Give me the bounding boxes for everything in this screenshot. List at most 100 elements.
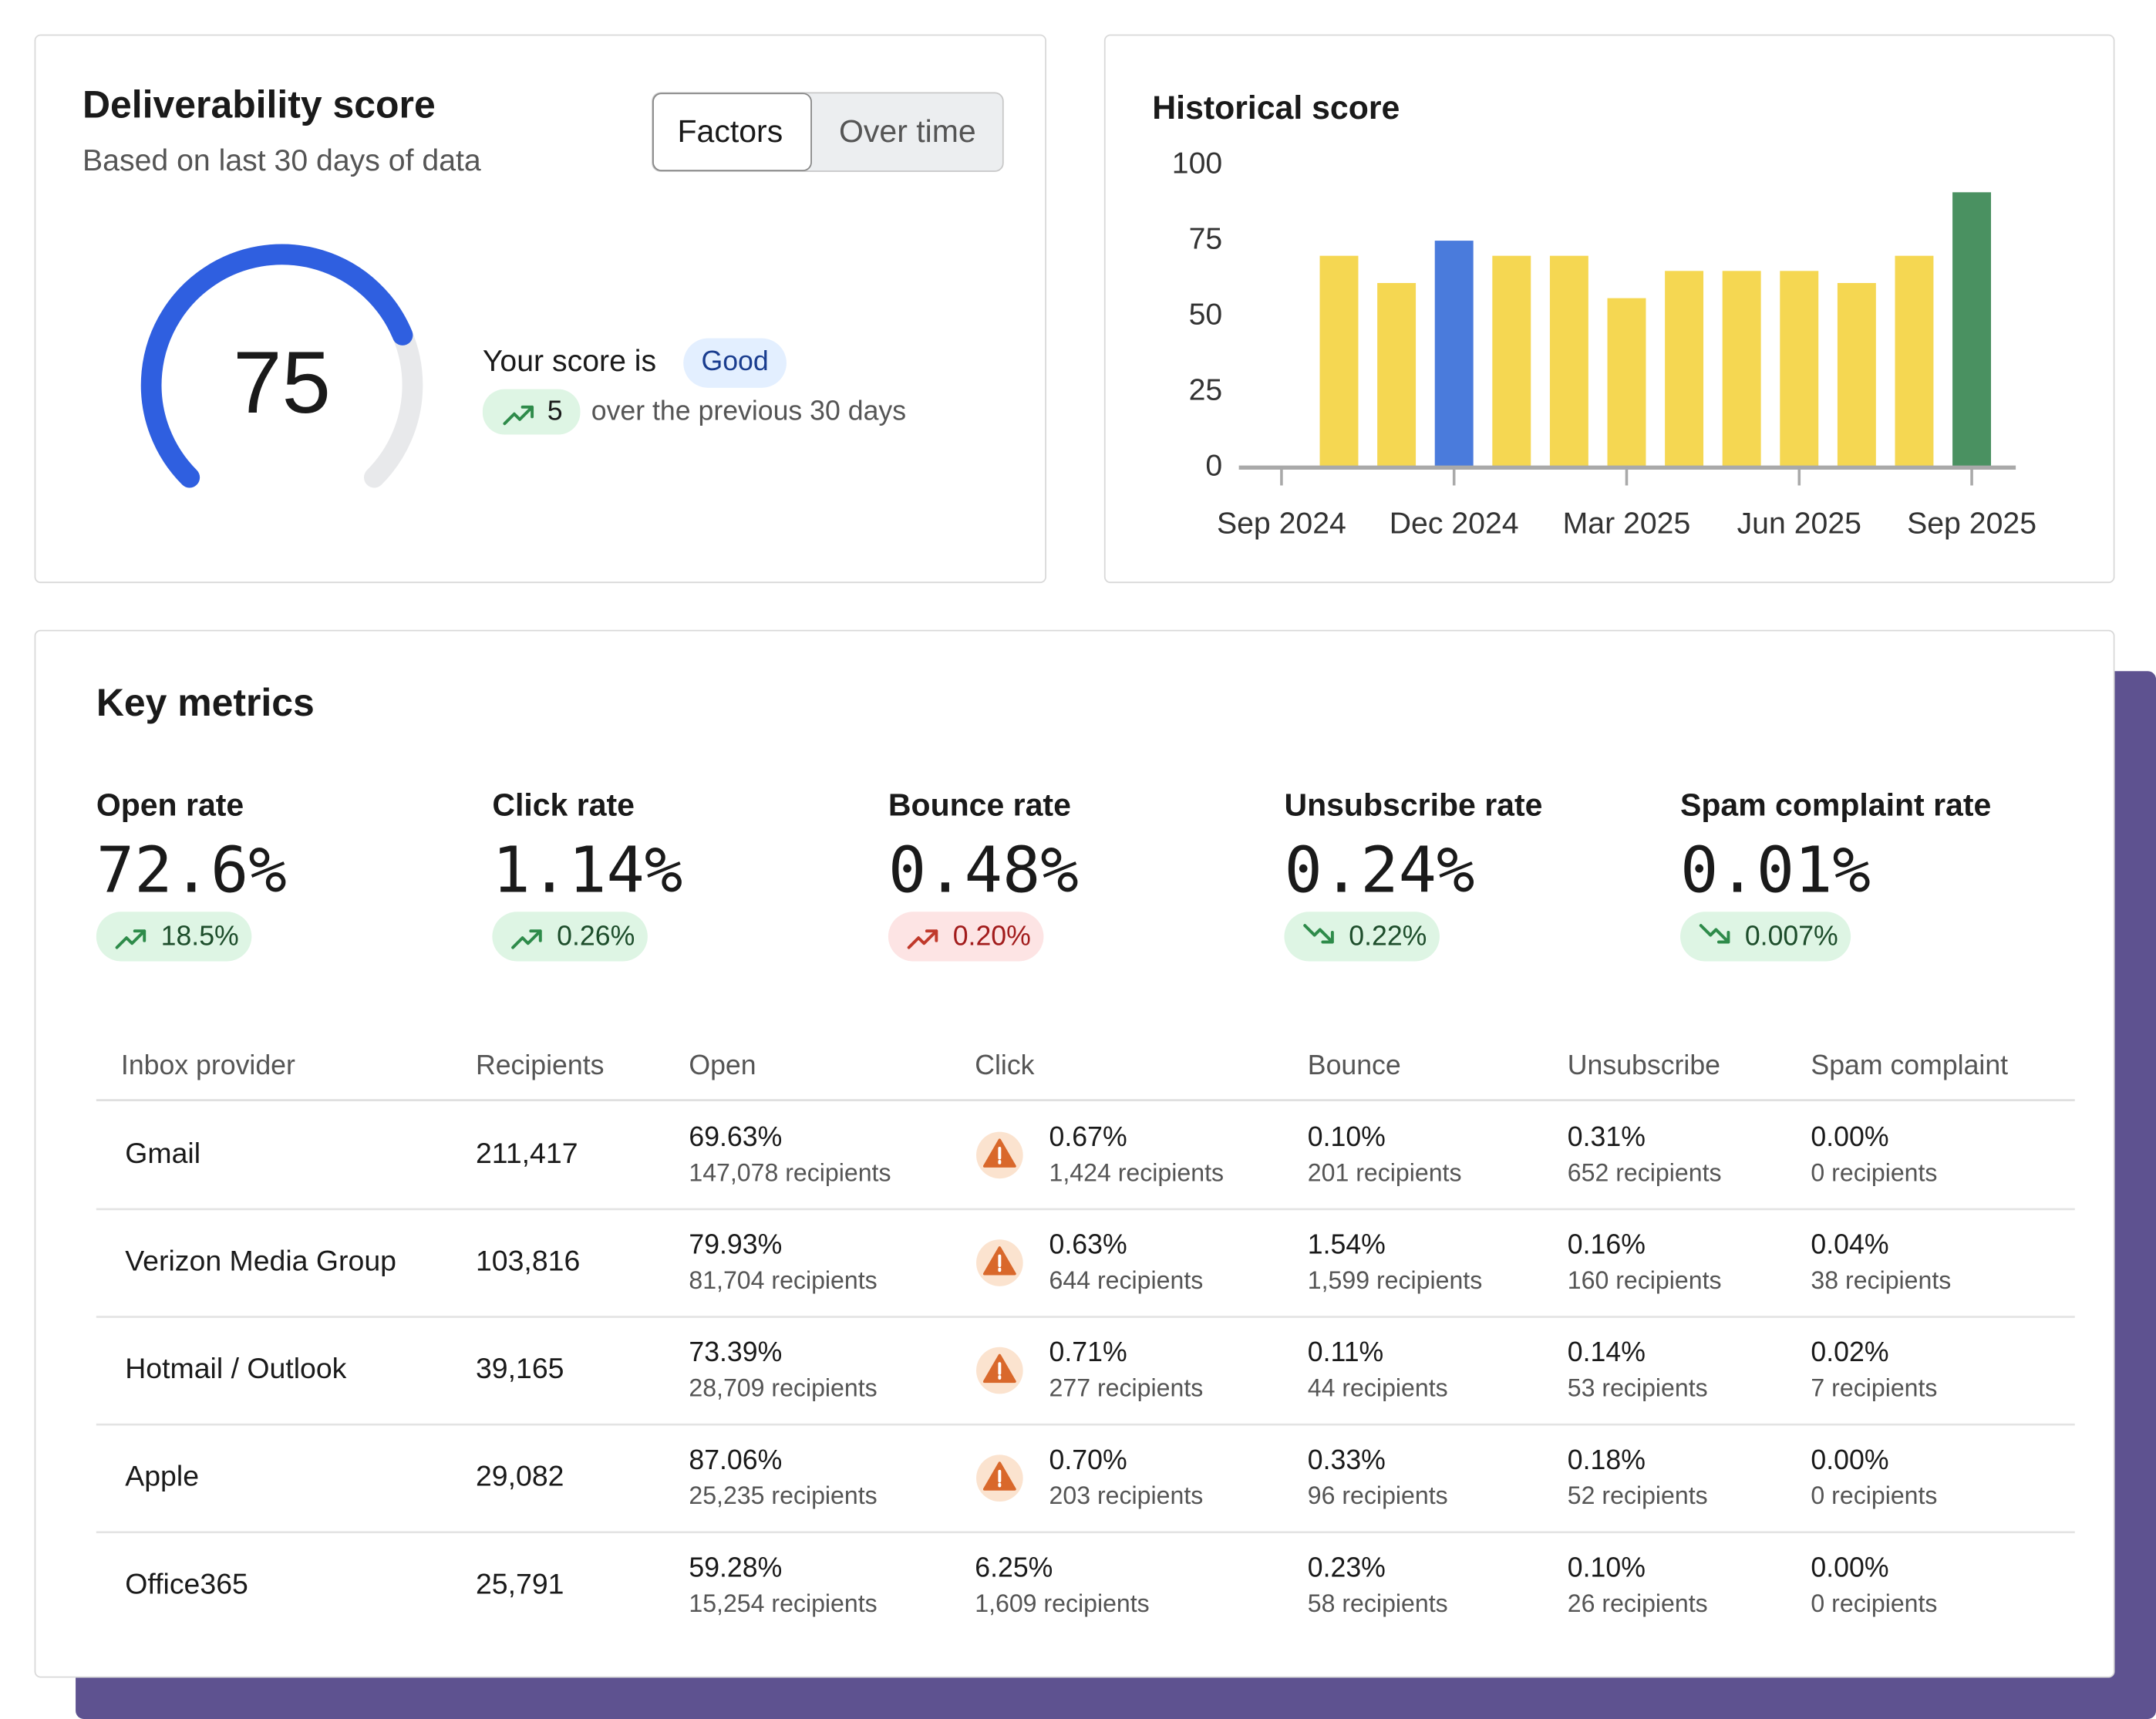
rate: 0.33% — [1308, 1444, 1386, 1475]
count: 652 recipients — [1568, 1158, 1722, 1186]
provider: Office365 — [125, 1567, 248, 1599]
count: 28,709 recipients — [689, 1374, 877, 1402]
change-pill — [1284, 912, 1440, 962]
metric-label: Spam complaint rate — [1680, 787, 1991, 823]
rate: 87.06% — [689, 1444, 782, 1475]
metrics-card — [34, 629, 2115, 1678]
y-tick-label: 100 — [1172, 146, 1222, 180]
bar — [1722, 271, 1761, 468]
bar — [1549, 255, 1588, 468]
count: 58 recipients — [1308, 1589, 1448, 1617]
tab[interactable]: Factors — [678, 113, 783, 149]
count: 147,078 recipients — [689, 1158, 891, 1186]
recipients: 103,816 — [476, 1244, 580, 1276]
count: 52 recipients — [1568, 1481, 1708, 1509]
count: 160 recipients — [1568, 1266, 1722, 1294]
count: 81,704 recipients — [689, 1266, 877, 1294]
column-header: Open — [689, 1050, 756, 1080]
rate: 79.93% — [689, 1229, 782, 1260]
change-pill — [1680, 912, 1851, 962]
rate: 0.70% — [1049, 1444, 1127, 1475]
count: 203 recipients — [1049, 1481, 1204, 1509]
count: 277 recipients — [1049, 1374, 1204, 1402]
rate: 0.71% — [1049, 1336, 1127, 1367]
recipients: 25,791 — [476, 1567, 564, 1599]
recipients: 39,165 — [476, 1352, 564, 1384]
provider: Apple — [125, 1460, 199, 1492]
y-tick-label: 0 — [1205, 449, 1222, 483]
metric-label: Click rate — [492, 787, 635, 823]
status: Good — [701, 345, 768, 376]
count: 96 recipients — [1308, 1481, 1448, 1509]
rate: 0.00% — [1811, 1552, 1888, 1582]
score-value: 75 — [233, 334, 331, 432]
trend-icon — [1699, 924, 1730, 944]
recipients: 211,417 — [476, 1137, 578, 1169]
bar — [1665, 271, 1704, 468]
bar — [1837, 282, 1876, 468]
rate: 0.00% — [1811, 1121, 1888, 1152]
change-pill — [888, 912, 1044, 962]
status-prefix: Your score is — [483, 344, 656, 378]
rate: 0.63% — [1049, 1229, 1127, 1260]
metric-value: 0.48% — [888, 834, 1079, 908]
metric-change: 0.007% — [1745, 921, 1838, 952]
metric-label: Open rate — [96, 787, 244, 823]
rate: 73.39% — [689, 1336, 782, 1367]
rate: 6.25% — [975, 1552, 1053, 1582]
rate: 0.23% — [1308, 1552, 1386, 1582]
rate: 0.67% — [1049, 1121, 1127, 1152]
change-value: 5 — [547, 395, 563, 426]
y-tick-label: 75 — [1189, 221, 1223, 255]
count: 15,254 recipients — [689, 1589, 877, 1617]
metric-value: 0.01% — [1680, 834, 1871, 908]
count: 0 recipients — [1811, 1589, 1937, 1617]
metric-label: Unsubscribe rate — [1284, 787, 1542, 823]
count: 38 recipients — [1811, 1266, 1951, 1294]
count: 0 recipients — [1811, 1481, 1937, 1509]
x-tick-label: Jun 2025 — [1737, 507, 1861, 541]
chart-title: Historical score — [1152, 89, 1400, 126]
bar — [1895, 255, 1934, 468]
count: 1,609 recipients — [975, 1589, 1149, 1617]
count: 0 recipients — [1811, 1158, 1937, 1186]
metric-change: 18.5% — [161, 921, 239, 952]
bar — [1377, 282, 1417, 468]
provider: Hotmail / Outlook — [125, 1352, 346, 1384]
y-tick-label: 50 — [1189, 298, 1223, 332]
tab-active[interactable] — [652, 93, 812, 172]
card-subtitle: Based on last 30 days of data — [83, 143, 481, 177]
metric-value: 0.24% — [1284, 834, 1474, 908]
rate: 1.54% — [1308, 1229, 1386, 1260]
bar — [1780, 271, 1819, 468]
provider: Gmail — [125, 1137, 200, 1169]
change-pill — [492, 912, 648, 962]
change-pill — [96, 912, 252, 962]
x-tick-label: Dec 2024 — [1390, 507, 1519, 541]
section-title: Key metrics — [96, 681, 315, 724]
count: 25,235 recipients — [689, 1481, 877, 1509]
column-header: Click — [975, 1050, 1034, 1080]
metric-change: 0.26% — [557, 921, 635, 952]
trend-icon — [511, 929, 542, 949]
rate: 0.00% — [1811, 1444, 1888, 1475]
rate: 0.16% — [1568, 1229, 1646, 1260]
recipients: 29,082 — [476, 1460, 564, 1492]
column-header: Inbox provider — [121, 1050, 295, 1080]
column-header: Bounce — [1308, 1050, 1401, 1080]
column-header: Spam complaint — [1811, 1050, 2008, 1080]
status-pill — [683, 338, 787, 388]
trend-icon — [1303, 924, 1334, 944]
trend-icon — [503, 405, 534, 426]
rate: 0.31% — [1568, 1121, 1646, 1152]
x-tick-label: Sep 2024 — [1217, 507, 1346, 541]
count: 1,599 recipients — [1308, 1266, 1482, 1294]
metric-value: 1.14% — [492, 834, 682, 908]
column-header: Unsubscribe — [1568, 1050, 1720, 1080]
rate: 0.02% — [1811, 1336, 1888, 1367]
provider: Verizon Media Group — [125, 1244, 396, 1276]
rate: 0.04% — [1811, 1229, 1888, 1260]
metric-label: Bounce rate — [888, 787, 1071, 823]
tab[interactable]: Over time — [839, 113, 976, 149]
